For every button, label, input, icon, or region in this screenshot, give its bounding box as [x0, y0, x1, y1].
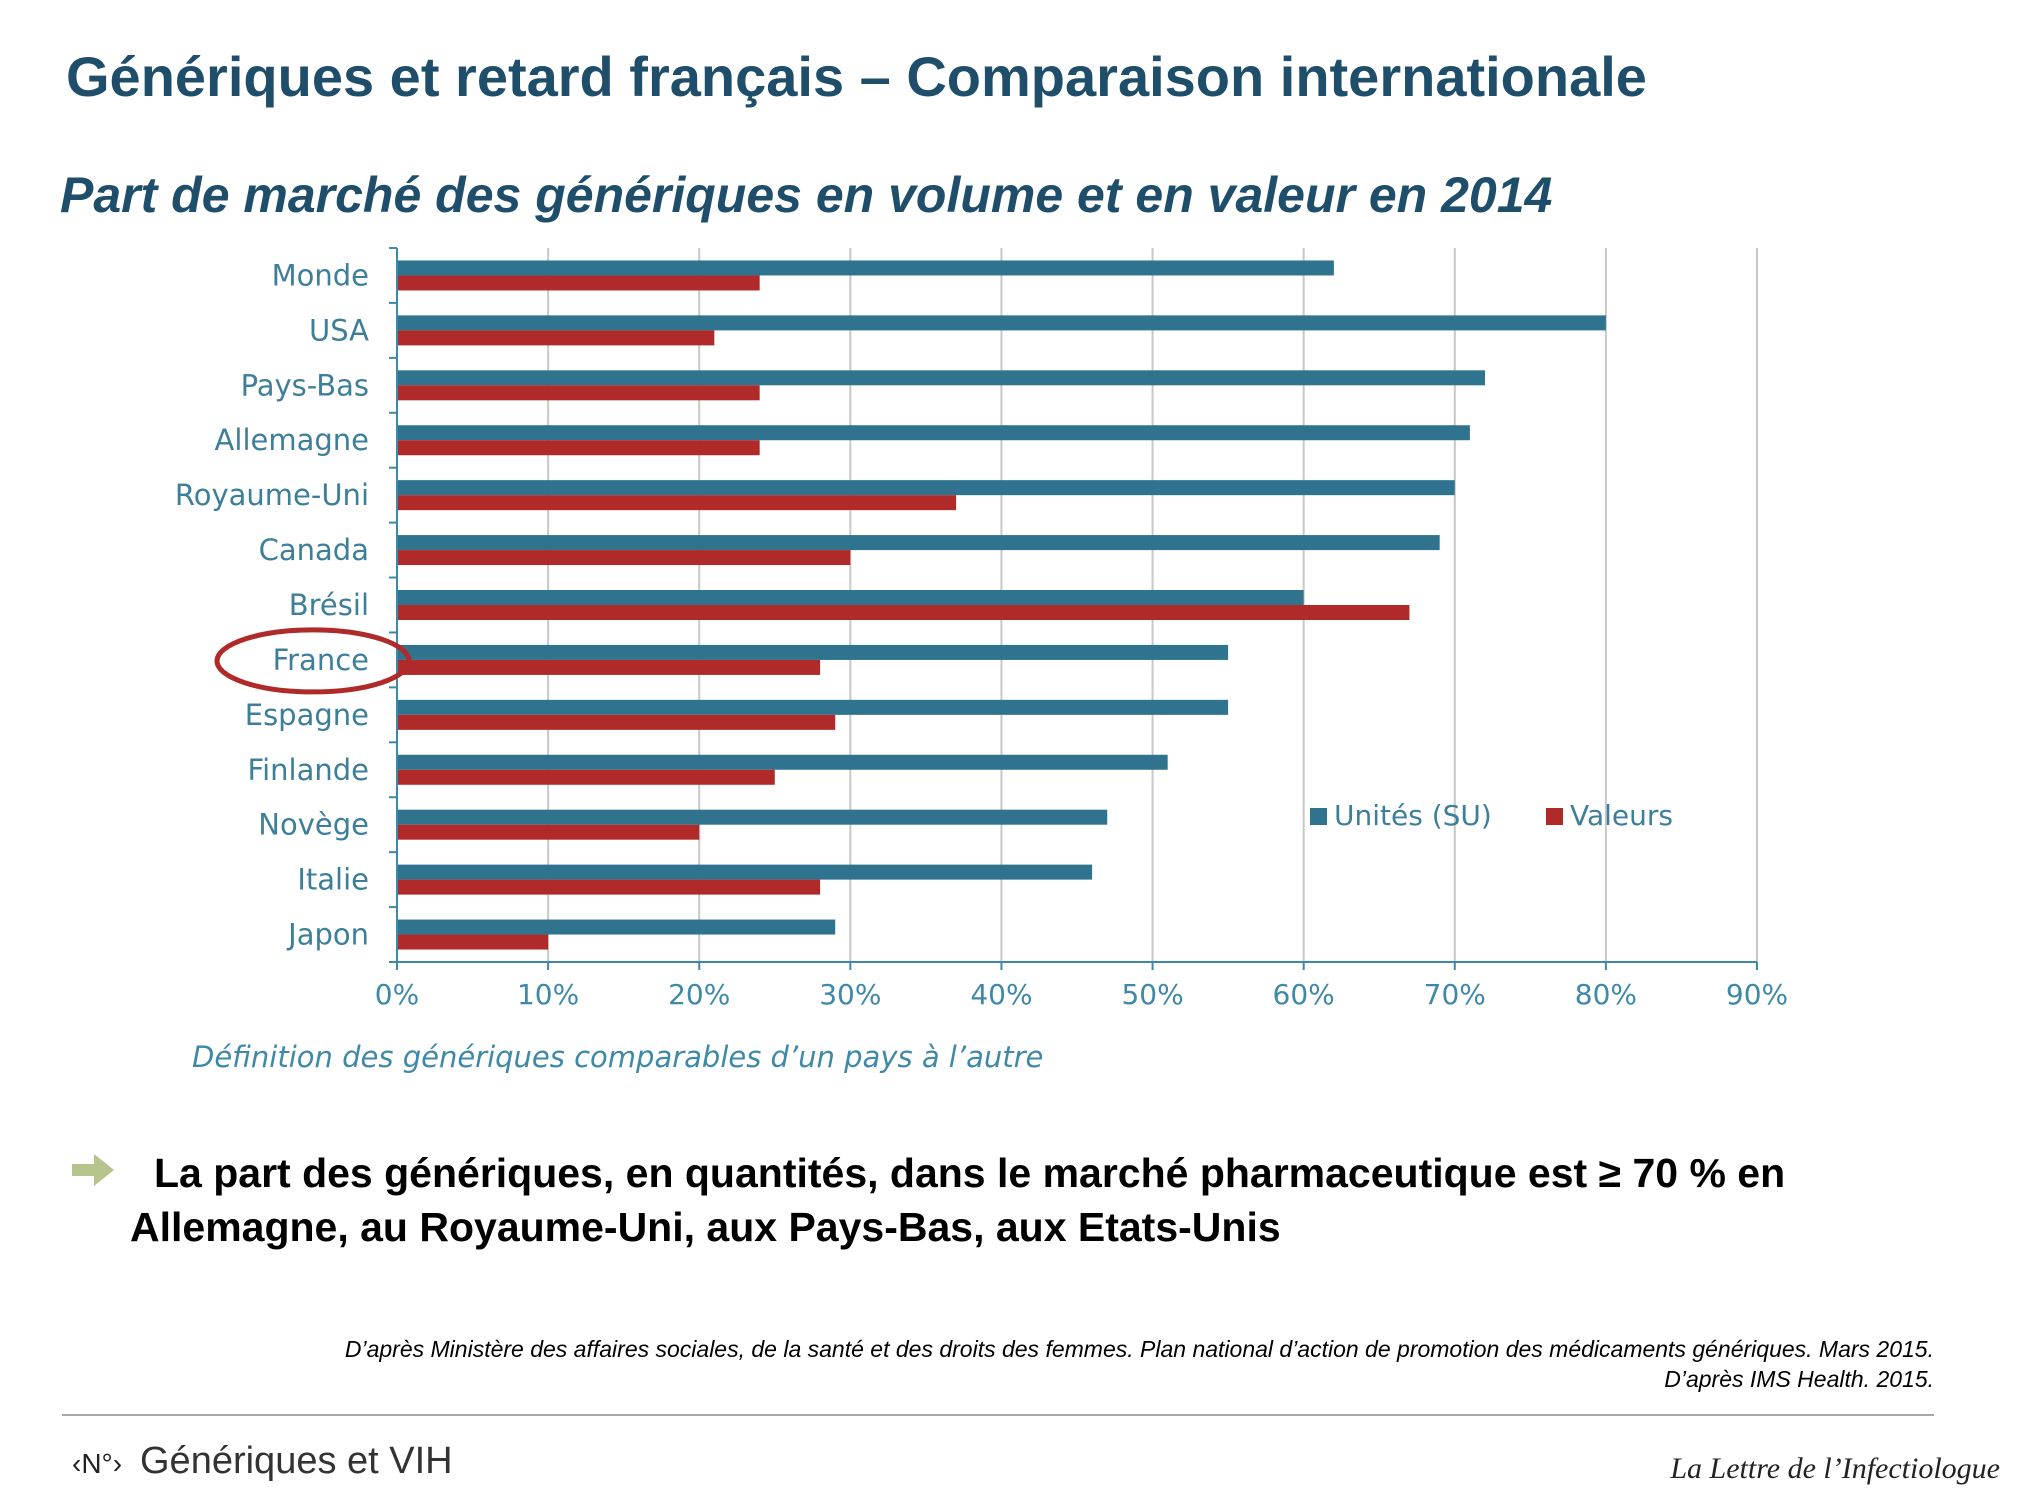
bar-values	[397, 714, 836, 730]
category-label: Japon	[286, 918, 369, 952]
x-tick-label: 70%	[1424, 978, 1486, 1011]
bar-units	[397, 260, 1334, 276]
bar-values	[397, 550, 851, 566]
category-label: Italie	[297, 863, 369, 897]
category-label: Allemagne	[215, 423, 369, 457]
slide-title: Génériques et retard français – Comparai…	[66, 45, 1647, 108]
bar-values	[397, 769, 775, 785]
x-tick-label: 80%	[1575, 978, 1637, 1011]
bar-values	[397, 385, 760, 401]
x-tick-label: 40%	[970, 978, 1032, 1011]
legend: Unités (SU) Valeurs	[1310, 799, 1673, 832]
x-tick-label: 30%	[819, 978, 881, 1011]
bar-values	[397, 605, 1410, 620]
category-label: Novège	[258, 808, 369, 842]
legend-label: Unités (SU)	[1334, 799, 1492, 832]
category-label: Finlande	[248, 753, 369, 787]
bar-units	[397, 480, 1455, 496]
bar-values	[397, 659, 821, 675]
axes	[389, 247, 1758, 970]
bar-values	[397, 440, 760, 456]
source-line: D’après Ministère des affaires sociales,…	[344, 1336, 1934, 1362]
legend-label: Valeurs	[1570, 799, 1673, 832]
category-label: France	[273, 643, 369, 677]
x-tick-label: 90%	[1726, 978, 1788, 1011]
arrow-right-icon	[72, 1154, 114, 1186]
category-label: Monde	[272, 258, 369, 292]
category-label: Royaume-Uni	[175, 478, 369, 512]
bar-units	[397, 644, 1229, 660]
bar-values	[397, 495, 957, 511]
bar-units	[397, 370, 1485, 386]
bar-values	[397, 934, 549, 950]
bar-units	[397, 864, 1093, 880]
source-citation: D’après Ministère des affaires sociales,…	[345, 1334, 1934, 1394]
category-label: Pays-Bas	[241, 368, 369, 402]
bar-units	[397, 590, 1304, 605]
source-line: D’après IMS Health. 2015.	[1664, 1366, 1934, 1392]
chart-note: Définition des génériques comparables d’…	[192, 1040, 1044, 1074]
legend-swatch	[1546, 808, 1563, 825]
x-tick-label: 0%	[375, 978, 419, 1011]
bullet-text: La part des génériques, en quantités, da…	[130, 1150, 1786, 1250]
category-label: Canada	[259, 533, 369, 567]
bar-values	[397, 330, 715, 346]
bar-units	[397, 809, 1108, 825]
bar-units	[397, 754, 1168, 770]
bar-units	[397, 535, 1440, 551]
highlight	[214, 627, 412, 695]
footer-section-title: Génériques et VIH	[140, 1440, 453, 1482]
bar-units	[397, 425, 1470, 441]
category-labels: Monde USA Pays-Bas Allemagne Royaume-Uni Cana…	[175, 258, 369, 951]
x-tick-label: 50%	[1121, 978, 1183, 1011]
chart-title: Part de marché des génériques en volume …	[60, 167, 1553, 223]
tick-labels: 0% 10% 20% 30% 40% 50% 60% 70% 80% 90%	[375, 978, 1788, 1011]
legend-swatch	[1310, 808, 1327, 825]
highlight-circle	[214, 627, 412, 695]
category-label: Espagne	[245, 698, 369, 732]
bar-values	[397, 879, 821, 895]
bar-units	[397, 919, 836, 935]
x-tick-label: 60%	[1273, 978, 1335, 1011]
footer-divider	[62, 1414, 1934, 1416]
bar-units	[397, 699, 1229, 715]
x-tick-label: 10%	[517, 978, 579, 1011]
bar-values	[397, 275, 760, 291]
footer-journal-name: La Lettre de l’Infectiologue	[1670, 1452, 2000, 1485]
category-label: USA	[309, 313, 369, 347]
bar-units	[397, 315, 1606, 331]
x-tick-label: 20%	[668, 978, 730, 1011]
footer-logo: ‹N°›	[72, 1448, 123, 1479]
category-label: Brésil	[289, 588, 369, 622]
bars	[397, 260, 1606, 950]
bar-values	[397, 824, 700, 840]
